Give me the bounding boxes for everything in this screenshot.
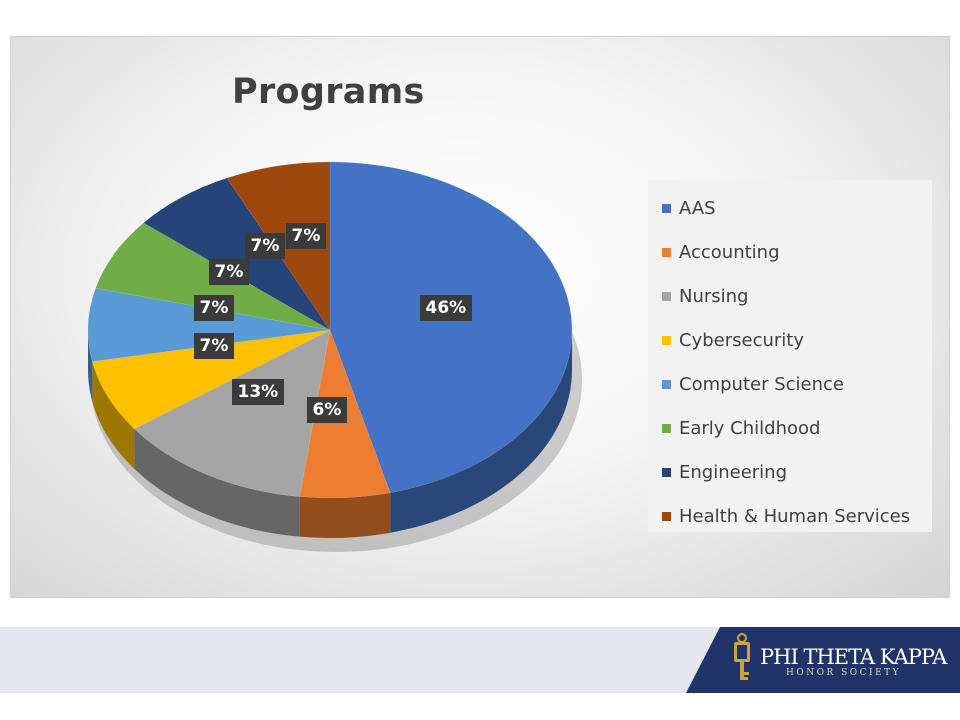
logo-panel: [686, 627, 960, 693]
legend-swatch: [662, 335, 671, 345]
legend-swatch: [662, 511, 671, 521]
pie-side-nursing: [134, 428, 300, 537]
pie-slice-cybersecurity: [91, 329, 331, 430]
pie-side-computer-science: [88, 330, 93, 402]
pie-slice-aas: [329, 161, 573, 494]
pie-side-accounting: [299, 492, 391, 539]
pie-side: [88, 330, 572, 539]
logo-name: PHI THETA KAPPA: [760, 645, 947, 669]
pie-side-aas: [390, 330, 572, 533]
pie-slice-computer-science: [87, 287, 331, 362]
legend-swatch: [662, 423, 671, 433]
legend-label: Health & Human Services: [679, 505, 911, 527]
data-label-engineering: 7%: [244, 233, 286, 259]
legend-swatch: [662, 467, 671, 477]
legend-item: Engineering: [648, 450, 932, 494]
data-label-aas: 46%: [419, 295, 473, 321]
data-label-nursing: 13%: [231, 379, 285, 405]
legend-label: Nursing: [679, 285, 749, 307]
legend-item: AAS: [648, 186, 932, 230]
legend-item: Health & Human Services: [648, 494, 932, 538]
pie-top: [87, 161, 573, 499]
legend-item: Accounting: [648, 230, 932, 274]
legend-item: Cybersecurity: [648, 318, 932, 362]
data-label-health-human-services: 7%: [285, 223, 327, 249]
legend-swatch: [662, 247, 671, 257]
legend-label: Cybersecurity: [679, 329, 804, 351]
legend-swatch: [662, 291, 671, 301]
legend-label: Computer Science: [679, 373, 844, 395]
legend-label: Accounting: [679, 241, 780, 263]
legend-swatch: [662, 379, 671, 389]
pie-side-cybersecurity: [92, 361, 135, 469]
logo-subtitle: HONOR SOCIETY: [786, 668, 902, 678]
data-label-accounting: 6%: [306, 397, 348, 423]
legend-label: Engineering: [679, 461, 787, 483]
chart-title: Programs: [232, 72, 425, 112]
data-label-early-childhood: 7%: [208, 259, 250, 285]
legend-label: AAS: [679, 197, 716, 219]
data-label-cybersecurity: 7%: [193, 333, 235, 359]
pie-slice-engineering: [143, 177, 331, 331]
legend-item: Nursing: [648, 274, 932, 318]
key-icon: [734, 633, 750, 680]
legend-label: Early Childhood: [679, 417, 821, 439]
legend-swatch: [662, 203, 671, 213]
legend: AAS Accounting Nursing Cybersecurity Compute…: [648, 180, 932, 532]
data-label-computer-science: 7%: [193, 295, 235, 321]
legend-item: Early Childhood: [648, 406, 932, 450]
pie-slice-nursing: [133, 329, 331, 497]
legend-item: Computer Science: [648, 362, 932, 406]
